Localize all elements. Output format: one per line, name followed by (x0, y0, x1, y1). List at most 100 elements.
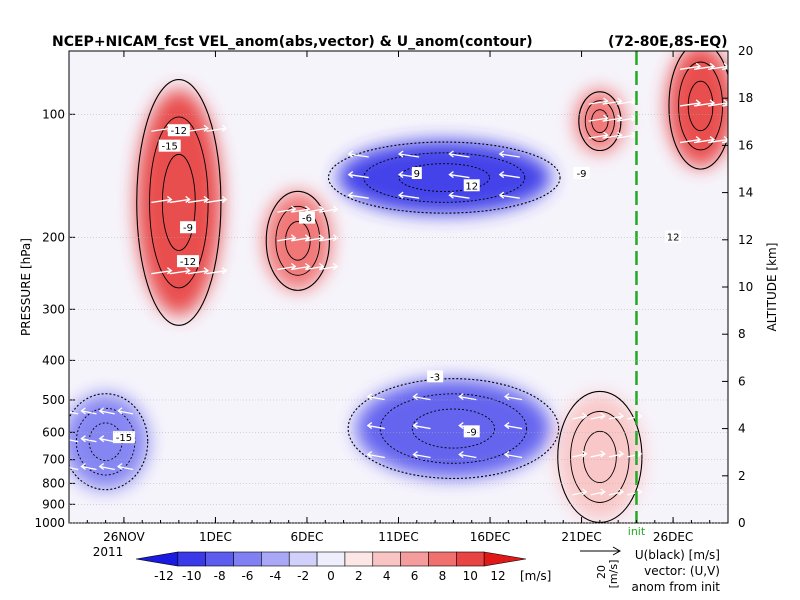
wind-vector-head-8 (203, 267, 210, 275)
wind-vector-head-53 (80, 462, 86, 471)
wind-vector-10 (206, 198, 227, 204)
colorbar-swatch-10 (428, 551, 457, 567)
x-tick-label-0: 26NOV (103, 530, 145, 544)
wind-vector-32 (449, 194, 470, 199)
wind-vector-29 (398, 194, 420, 199)
reference-unit: [m/s] (607, 560, 620, 589)
wind-vector-head-44 (458, 450, 464, 458)
wind-vector-72 (693, 65, 715, 70)
y-right-tick-label-3: 6 (738, 374, 746, 388)
wind-vector-8 (187, 270, 209, 275)
colorbar-swatch-5 (288, 551, 318, 567)
y-tick-label-3: 400 (42, 353, 65, 367)
wind-vector-head-21 (332, 205, 339, 213)
colorbar-label-12: 12 (490, 569, 505, 583)
colorbar-label-7: 2 (355, 569, 363, 583)
wind-vector-head-87 (618, 412, 625, 420)
y-right-tick-label-9: 18 (738, 91, 753, 105)
wind-vector-47 (504, 453, 523, 459)
wind-vector-head-2 (166, 267, 173, 275)
colorbar-swatch-3 (233, 551, 262, 567)
wind-vector-21 (319, 208, 338, 213)
wind-vector-head-26 (347, 191, 354, 199)
wind-vector-head-45 (503, 393, 510, 401)
wind-vector-5 (169, 270, 190, 275)
wind-vector-2 (151, 270, 172, 275)
wind-vector-head-78 (738, 63, 742, 69)
wind-vector-15 (291, 208, 310, 213)
wind-vector-75 (707, 65, 728, 70)
colorbar-unit: [m/s] (520, 569, 551, 583)
wind-vector-13 (277, 237, 296, 242)
wind-vector-head-90 (636, 412, 643, 420)
wind-vector-12 (277, 208, 296, 213)
wind-vector-65 (602, 134, 622, 139)
contour-line-1-0 (265, 190, 330, 291)
wind-vector-head-6 (203, 124, 210, 132)
wind-vector-22 (319, 237, 338, 242)
wind-vector-82 (572, 453, 587, 458)
wind-vector-63 (602, 100, 622, 105)
contour-line-2-2 (398, 163, 491, 192)
wind-vector-head-35 (498, 191, 505, 199)
wind-vector-44 (459, 453, 477, 459)
wind-vector-46 (504, 424, 523, 430)
y-right-tick-label-10: 20 (738, 44, 753, 58)
wind-vector-64 (602, 117, 622, 122)
wind-vector-60 (588, 100, 608, 105)
wind-vector-50 (69, 466, 79, 471)
wind-vector-head-9 (221, 124, 228, 132)
contour-label-6: 12 (465, 181, 478, 192)
wind-vector-head-4 (185, 195, 191, 203)
contour-label-4: -6 (302, 214, 312, 225)
wind-vector-head-24 (347, 150, 354, 158)
contour-label-bg-11 (665, 230, 682, 243)
wind-vector-head-13 (290, 234, 297, 242)
wind-vector-71 (679, 138, 701, 144)
contour-label-9: -15 (116, 433, 132, 444)
contour-label-8: -9 (467, 427, 477, 438)
contour-line-5-1 (584, 100, 615, 143)
reference-arrowhead (612, 546, 622, 556)
wind-vector-head-17 (304, 263, 311, 271)
wind-vector-head-10 (221, 195, 228, 203)
y-right-tick-label-2: 4 (738, 422, 746, 436)
wind-vector-84 (590, 415, 605, 420)
wind-vector-27 (398, 153, 420, 158)
wind-vector-head-59 (116, 462, 123, 471)
wind-vector-86 (590, 491, 605, 496)
wind-vector-57 (117, 410, 134, 415)
legend-note-3: anom from init (631, 580, 720, 594)
wind-vector-42 (459, 395, 477, 401)
contour-label-10: -9 (577, 169, 587, 180)
wind-vector-62 (588, 134, 608, 139)
y-tick-label-2: 300 (42, 302, 65, 316)
contour-label-3: -12 (180, 257, 196, 268)
colorbar-label-1: -10 (182, 569, 202, 583)
wind-vector-87 (608, 415, 624, 420)
wind-vector-head-18 (318, 205, 325, 213)
colorbar-swatch-12 (483, 551, 527, 567)
wind-vector-85 (590, 453, 605, 458)
contour-line-3-1 (379, 393, 528, 464)
wind-vector-head-40 (412, 422, 418, 430)
colorbar-swatch-4 (261, 551, 290, 567)
wind-vector-head-16 (304, 234, 311, 242)
wind-vector-70 (679, 102, 701, 107)
wind-vector-78 (721, 67, 728, 70)
y-tick-label-8: 900 (42, 497, 65, 511)
contour-label-0: -12 (171, 126, 187, 137)
colorbar-label-11: 10 (463, 569, 478, 583)
wind-vector-80 (721, 141, 728, 144)
wind-vector-9 (206, 127, 227, 132)
reference-value: 20 (595, 565, 608, 579)
contour-label-2: -9 (183, 223, 193, 234)
colorbar-swatch-6 (316, 551, 346, 567)
contour-label-bg-5 (411, 167, 422, 180)
wind-vector-head-57 (116, 407, 123, 415)
wind-vector-6 (187, 127, 209, 132)
init-marker: init (628, 51, 646, 538)
wind-vector-head-54 (98, 407, 105, 415)
wind-vector-37 (367, 424, 385, 430)
